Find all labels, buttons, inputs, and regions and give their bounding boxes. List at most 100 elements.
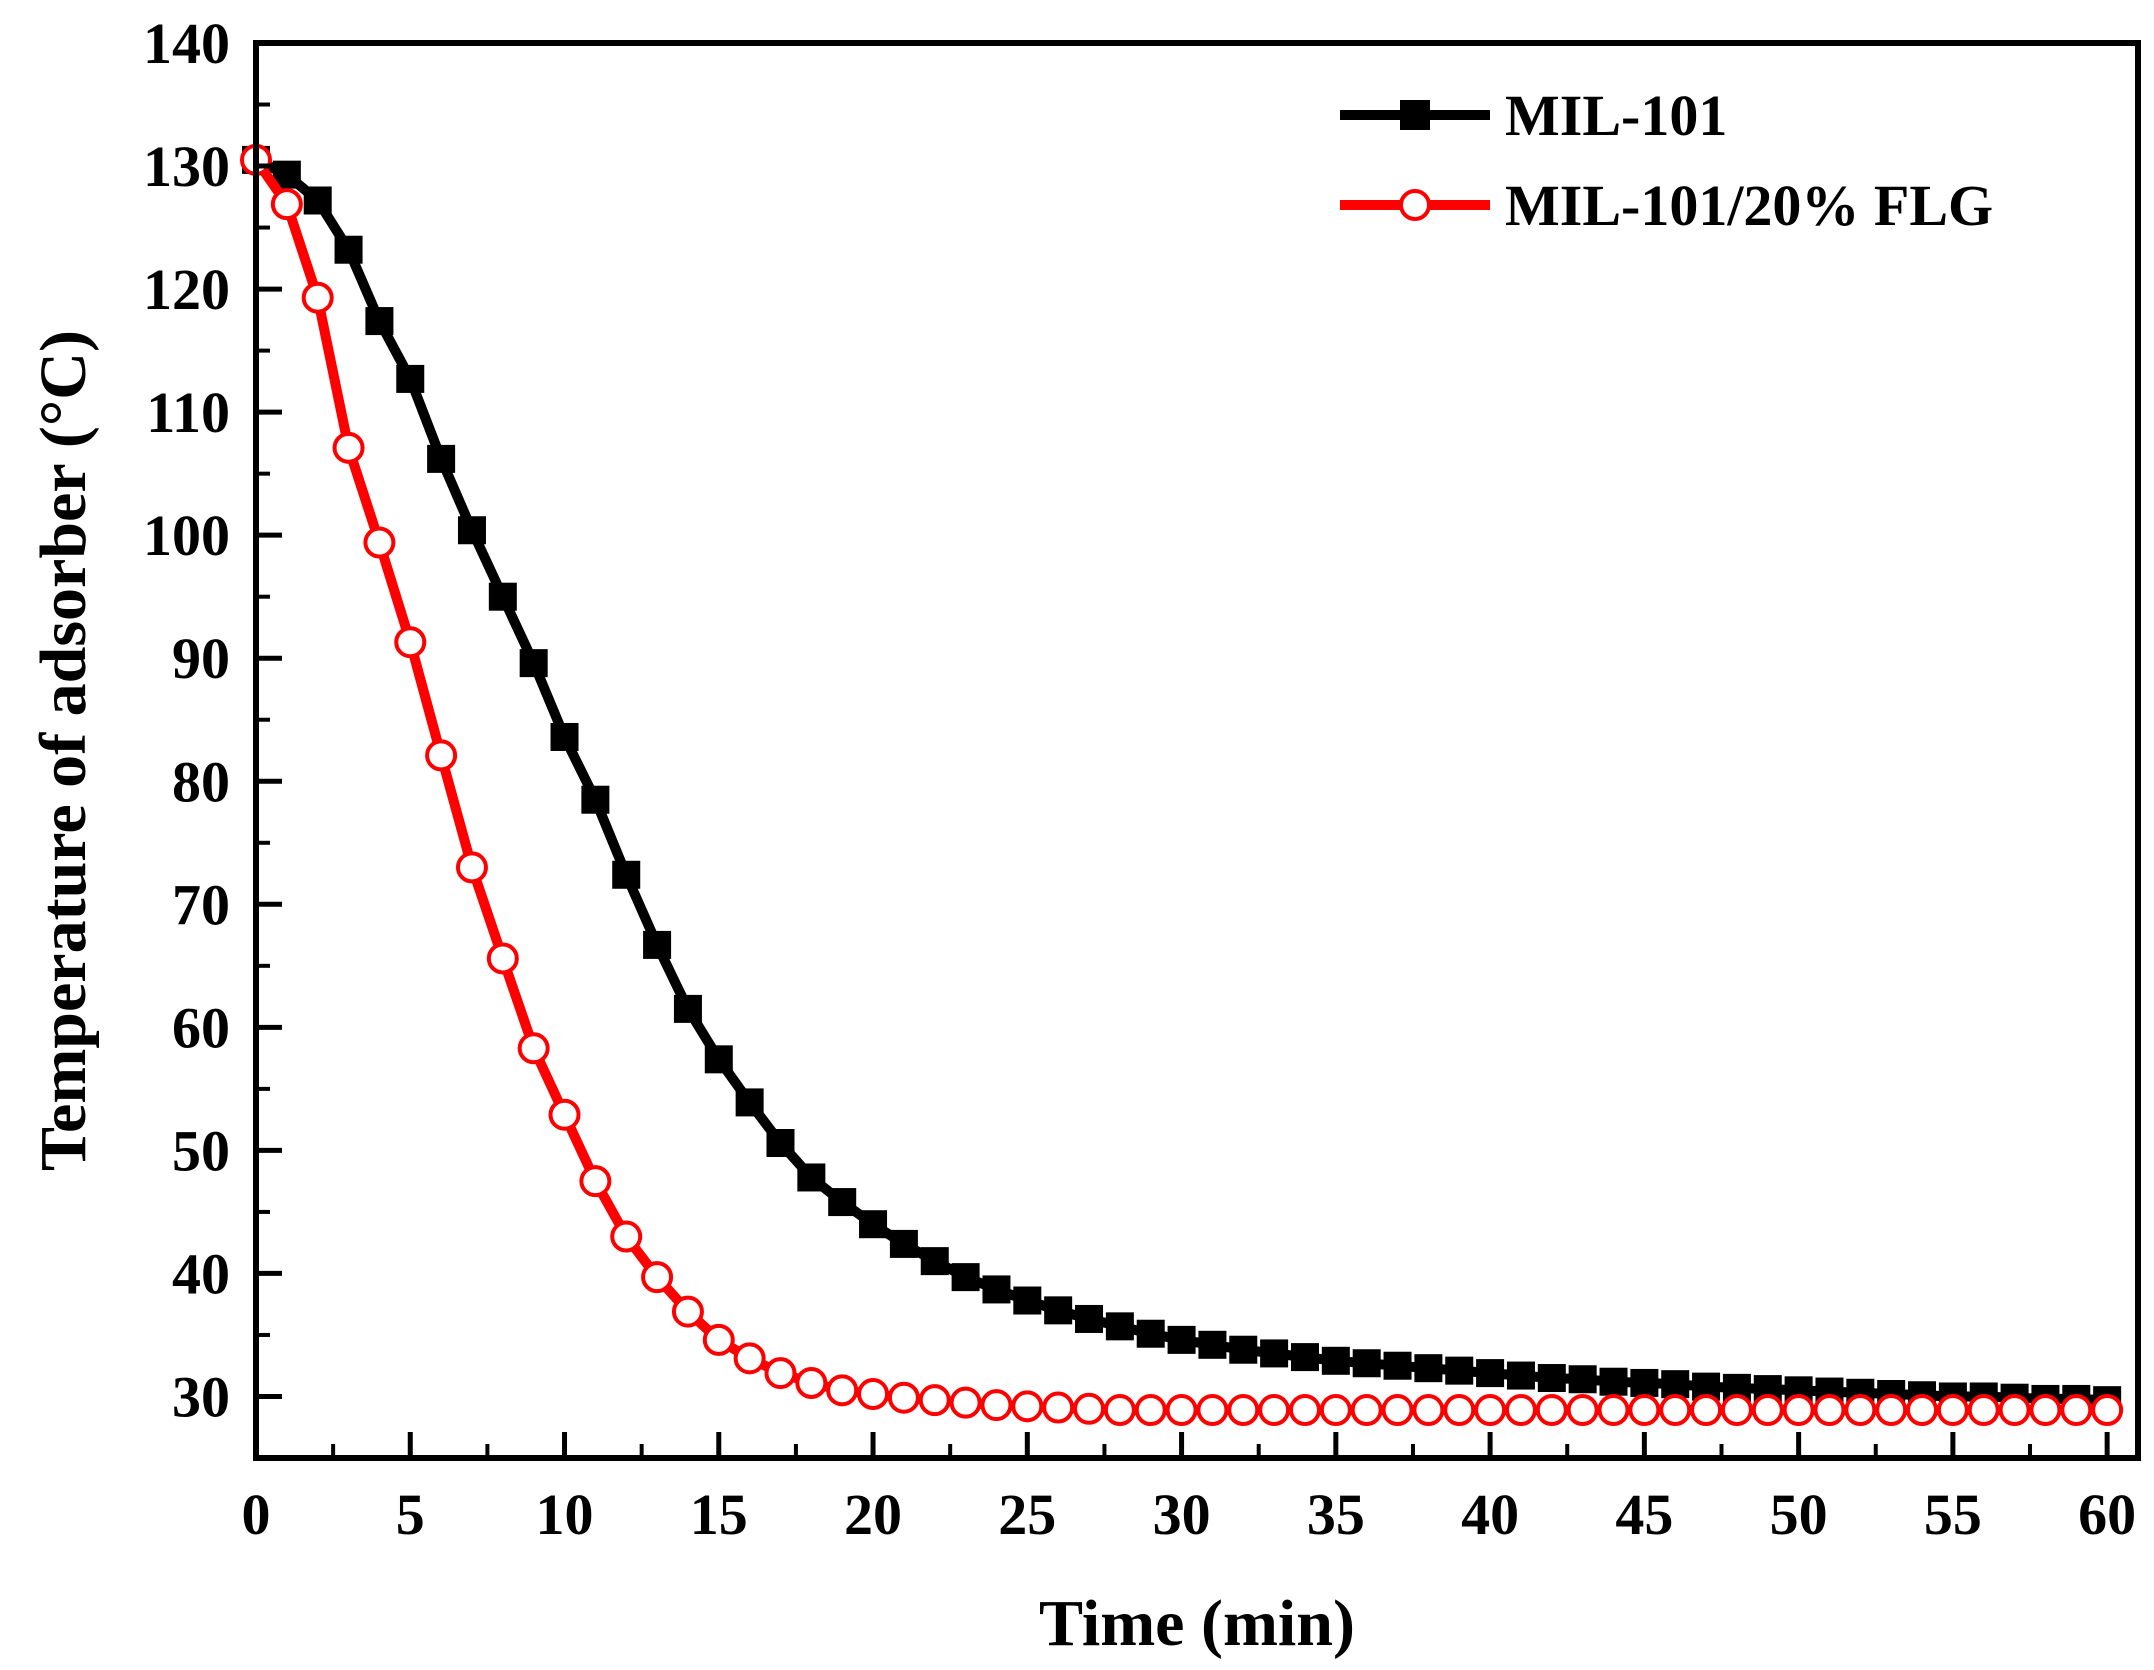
data-point [1566,1394,1599,1427]
data-point [301,281,334,314]
y-tick-label: 70 [172,872,230,937]
legend-label: MIL-101/20% FLG [1505,173,1993,238]
data-point [488,582,517,611]
data-point [641,1261,674,1294]
x-tick-label: 20 [844,1482,902,1547]
y-tick-label: 80 [172,749,230,814]
data-point [334,235,363,264]
data-point [1198,1330,1227,1359]
data-point [887,1381,920,1414]
data-point [517,1032,550,1065]
data-point [1568,1365,1597,1394]
data-point [826,1374,859,1407]
y-tick-label: 100 [143,503,230,568]
data-point [2060,1394,2093,1427]
data-point [425,739,458,772]
legend-item: MIL-101/20% FLG [1340,173,1993,238]
data-point [1936,1394,1969,1427]
data-point [828,1188,857,1217]
data-point [1258,1394,1291,1427]
data-point [610,1220,643,1253]
legend-marker [1400,100,1430,130]
data-point [797,1163,826,1192]
data-point [1042,1391,1075,1424]
y-tick-label: 90 [172,626,230,691]
data-point [1782,1394,1815,1427]
data-point [519,649,548,678]
data-point [1260,1339,1289,1368]
data-point [1196,1394,1229,1427]
x-axis: 0 5 10 15 20 25 30 35 40 45 50 55 60 [242,1432,2136,1547]
x-tick-label: 0 [242,1482,271,1547]
data-point [1659,1394,1692,1427]
data-point [1321,1346,1350,1375]
y-tick-label: 130 [143,134,230,199]
data-point [733,1342,766,1375]
data-point [1506,1361,1535,1390]
data-point [704,1045,733,1074]
data-point [486,942,519,975]
data-point [1073,1392,1106,1425]
data-point [643,930,672,959]
data-point [548,1098,581,1131]
data-point [1476,1359,1505,1388]
data-point [1751,1394,1784,1427]
data-point [982,1275,1011,1304]
data-point [1229,1335,1258,1364]
y-tick-label: 110 [146,380,230,445]
data-point [1136,1319,1165,1348]
data-point [1844,1394,1877,1427]
data-point [1383,1351,1412,1380]
data-point [1474,1394,1507,1427]
data-point [332,431,365,464]
data-point [1075,1304,1104,1333]
data-point [951,1263,980,1292]
data-point [1412,1394,1445,1427]
data-point [1290,1343,1319,1372]
legend-item: MIL-101 [1340,83,1727,148]
data-point [365,307,394,336]
data-point [1661,1370,1690,1399]
data-point [1998,1394,2031,1427]
data-point [1352,1349,1381,1378]
x-tick-label: 40 [1461,1482,1519,1547]
x-tick-label: 50 [1770,1482,1828,1547]
data-point [1630,1368,1659,1397]
data-point [1044,1296,1073,1325]
data-point [1288,1394,1321,1427]
data-point [1013,1286,1042,1315]
data-point [1504,1394,1537,1427]
data-point [2091,1394,2124,1427]
data-point [1381,1394,1414,1427]
data-point [1690,1394,1723,1427]
y-tick-label: 120 [143,257,230,322]
plot-frame [253,40,2141,1461]
x-tick-label: 30 [1153,1482,1211,1547]
data-point [766,1129,795,1158]
series-layer [240,143,2124,1427]
legend: MIL-101 MIL-101/20% FLG [1340,83,1993,238]
data-point [270,188,303,221]
data-point [702,1323,735,1356]
data-point [1134,1394,1167,1427]
data-point [673,994,702,1023]
data-point [1443,1394,1476,1427]
x-tick-label: 55 [1924,1482,1982,1547]
data-point [455,851,488,884]
x-axis-title: Time (min) [1039,1587,1355,1660]
data-point [363,526,396,559]
data-point [612,860,641,889]
y-tick-label: 30 [172,1364,230,1429]
data-point [1103,1394,1136,1427]
data-point [1167,1325,1196,1354]
data-point [735,1088,764,1117]
x-tick-label: 60 [2078,1482,2136,1547]
y-tick-label: 50 [172,1118,230,1183]
data-point [1537,1364,1566,1393]
data-point [671,1295,704,1328]
data-point [1319,1394,1352,1427]
data-point [764,1357,797,1390]
data-point [579,1165,612,1198]
legend-marker [1399,189,1431,221]
data-point [1535,1394,1568,1427]
